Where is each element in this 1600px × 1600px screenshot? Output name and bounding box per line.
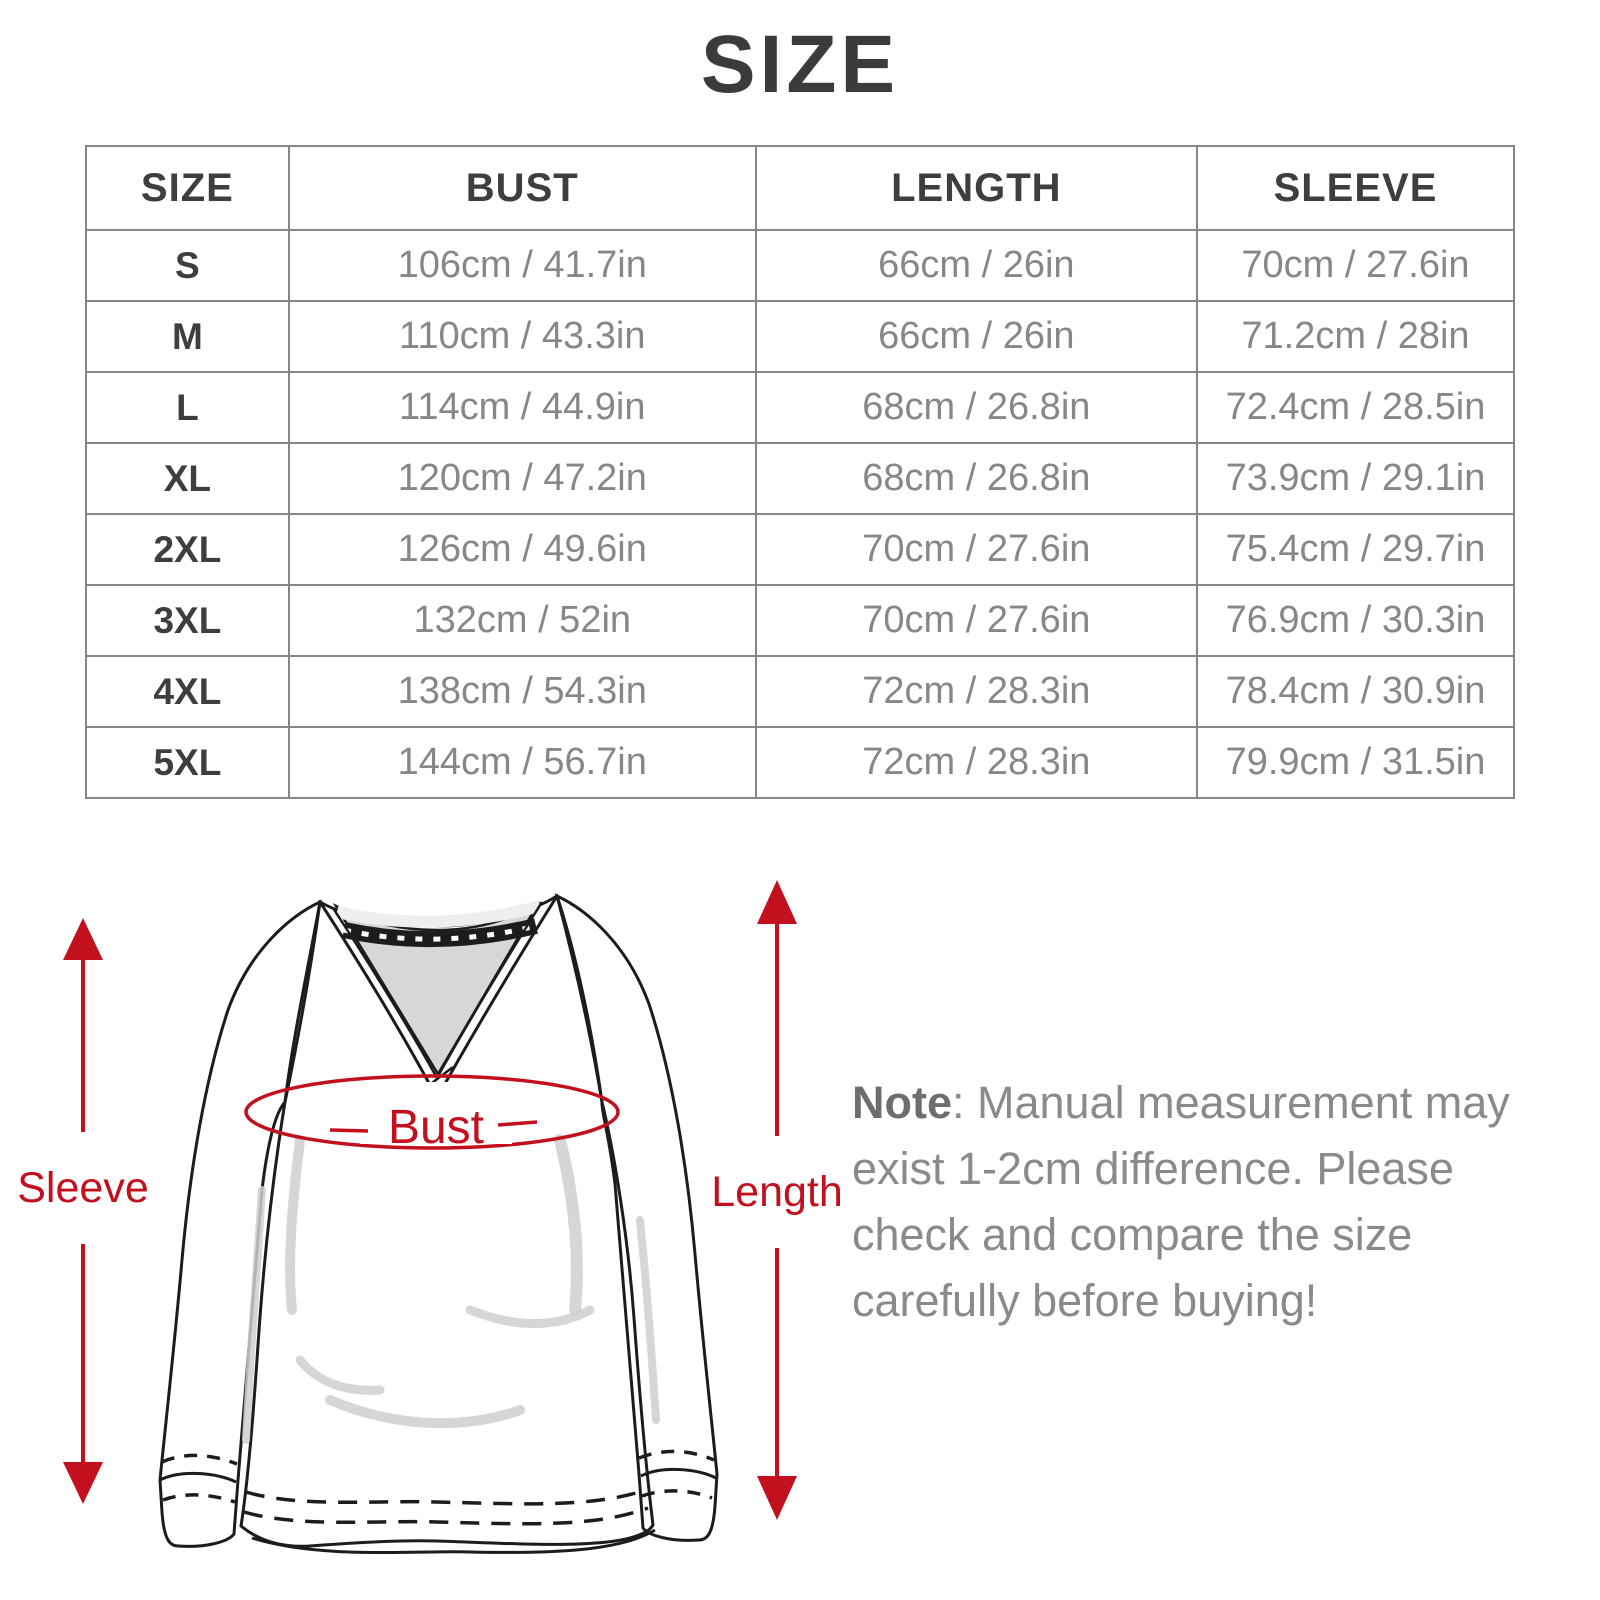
row-size-label: 4XL	[85, 655, 290, 728]
arrow-down-icon	[757, 1476, 797, 1520]
length-measure-arrow: Length	[711, 880, 843, 1520]
cell-bust: 114cm / 44.9in	[287, 371, 757, 444]
cell-sleeve: 78.4cm / 30.9in	[1195, 655, 1516, 728]
cell-bust: 144cm / 56.7in	[287, 726, 757, 799]
cell-length: 66cm / 26in	[754, 229, 1198, 302]
header-length: LENGTH	[754, 145, 1198, 231]
header-size: SIZE	[85, 145, 290, 231]
row-size-label: XL	[85, 442, 290, 515]
cell-length: 68cm / 26.8in	[754, 371, 1198, 444]
note-label: Note	[852, 1077, 952, 1128]
table-row: 3XL 132cm / 52in 70cm / 27.6in 76.9cm / …	[85, 584, 1516, 657]
table-row: 4XL 138cm / 54.3in 72cm / 28.3in 78.4cm …	[85, 655, 1516, 728]
table-row: M 110cm / 43.3in 66cm / 26in 71.2cm / 28…	[85, 300, 1516, 373]
bust-label: Bust	[388, 1101, 484, 1154]
row-size-label: 5XL	[85, 726, 290, 799]
header-sleeve: SLEEVE	[1195, 145, 1516, 231]
cell-length: 72cm / 28.3in	[754, 726, 1198, 799]
sleeve-measure-arrow: Sleeve	[17, 918, 149, 1504]
cell-bust: 138cm / 54.3in	[287, 655, 757, 728]
cell-sleeve: 73.9cm / 29.1in	[1195, 442, 1516, 515]
cell-sleeve: 70cm / 27.6in	[1195, 229, 1516, 302]
cell-length: 66cm / 26in	[754, 300, 1198, 373]
arrow-up-icon	[757, 880, 797, 924]
size-chart-table: SIZE BUST LENGTH SLEEVE S 106cm / 41.7in…	[85, 145, 1516, 799]
page-title: SIZE	[700, 19, 900, 110]
bust-measure-ellipse: Bust	[244, 1074, 620, 1154]
header-bust: BUST	[287, 145, 757, 231]
table-header-row: SIZE BUST LENGTH SLEEVE	[85, 145, 1516, 231]
cell-bust: 106cm / 41.7in	[287, 229, 757, 302]
note-line: Note: Manual measurement may	[852, 1077, 1510, 1128]
table-row: 5XL 144cm / 56.7in 72cm / 28.3in 79.9cm …	[85, 726, 1516, 799]
cell-length: 72cm / 28.3in	[754, 655, 1198, 728]
note-text: Note: Manual measurement may exist 1-2cm…	[852, 1070, 1552, 1334]
table-row: 2XL 126cm / 49.6in 70cm / 27.6in 75.4cm …	[85, 513, 1516, 586]
row-size-label: S	[85, 229, 290, 302]
cell-sleeve: 72.4cm / 28.5in	[1195, 371, 1516, 444]
cell-length: 70cm / 27.6in	[754, 513, 1198, 586]
row-size-label: 3XL	[85, 584, 290, 657]
cell-sleeve: 76.9cm / 30.3in	[1195, 584, 1516, 657]
note-line: check and compare the size	[852, 1209, 1413, 1260]
sleeve-label: Sleeve	[17, 1164, 148, 1212]
cell-length: 70cm / 27.6in	[754, 584, 1198, 657]
row-size-label: 2XL	[85, 513, 290, 586]
cell-length: 68cm / 26.8in	[754, 442, 1198, 515]
row-size-label: L	[85, 371, 290, 444]
table-row: XL 120cm / 47.2in 68cm / 26.8in 73.9cm /…	[85, 442, 1516, 515]
cell-bust: 132cm / 52in	[287, 584, 757, 657]
cell-sleeve: 71.2cm / 28in	[1195, 300, 1516, 373]
cell-bust: 110cm / 43.3in	[287, 300, 757, 373]
note-line: carefully before buying!	[852, 1275, 1318, 1326]
table-row: L 114cm / 44.9in 68cm / 26.8in 72.4cm / …	[85, 371, 1516, 444]
note-line: exist 1-2cm difference. Please	[852, 1143, 1454, 1194]
measurement-diagram: Sleeve Length Bust	[17, 880, 843, 1555]
row-size-label: M	[85, 300, 290, 373]
cell-sleeve: 79.9cm / 31.5in	[1195, 726, 1516, 799]
table-row: S 106cm / 41.7in 66cm / 26in 70cm / 27.6…	[85, 229, 1516, 302]
shirt-illustration	[158, 893, 719, 1555]
arrow-down-icon	[63, 1462, 103, 1504]
cell-bust: 126cm / 49.6in	[287, 513, 757, 586]
arrow-up-icon	[63, 918, 103, 960]
cell-sleeve: 75.4cm / 29.7in	[1195, 513, 1516, 586]
length-label: Length	[711, 1168, 843, 1216]
cell-bust: 120cm / 47.2in	[287, 442, 757, 515]
